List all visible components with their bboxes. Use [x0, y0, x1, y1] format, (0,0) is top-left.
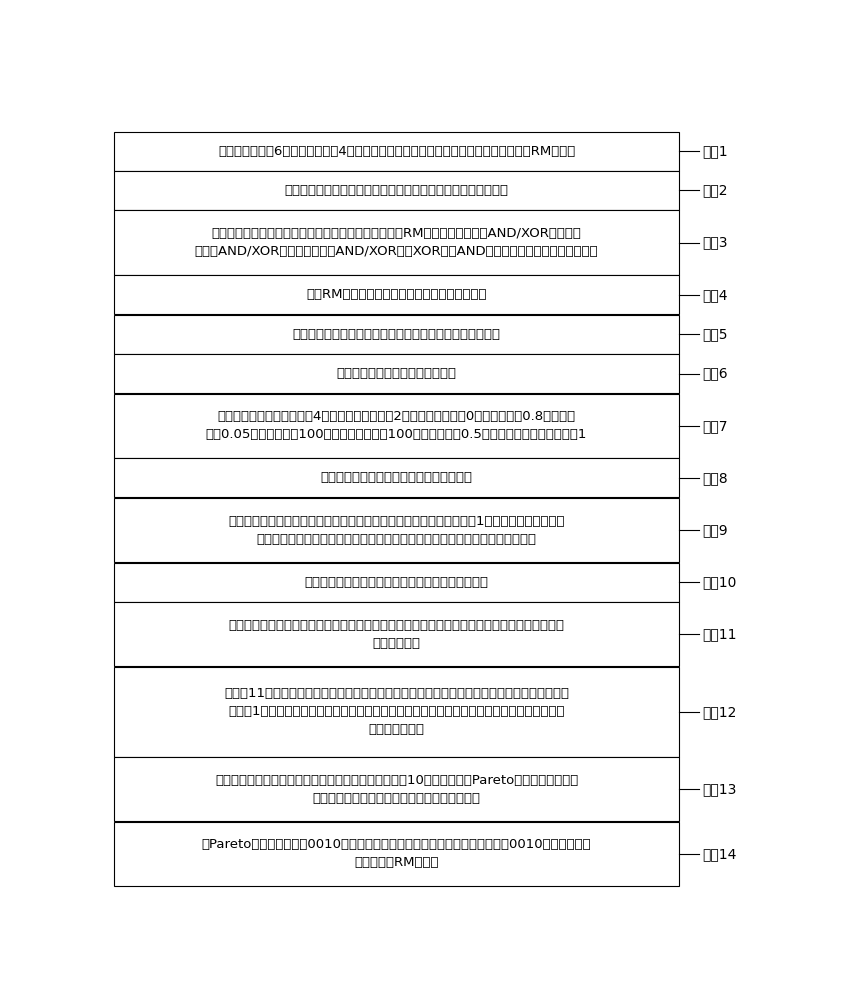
Text: 步骤14: 步骤14 — [702, 847, 737, 861]
Text: 步骤7: 步骤7 — [702, 419, 728, 433]
Bar — [113, 667, 679, 757]
Text: 从Pareto最优解集中选择0010作为最佳无关项取舍，并根据此最佳无关项取舍0010求解与之对应
的完全确定RM表达式: 从Pareto最优解集中选择0010作为最佳无关项取舍，并根据此最佳无关项取舍0… — [201, 838, 591, 869]
Text: 步骤9: 步骤9 — [702, 523, 728, 537]
Bar — [113, 822, 679, 886]
Text: 步骤2: 步骤2 — [702, 183, 728, 197]
Bar — [113, 275, 679, 314]
Bar — [113, 354, 679, 393]
Text: 随机产生初始种群，并对其执行非支配排序: 随机产生初始种群，并对其执行非支配排序 — [321, 471, 473, 484]
Text: 步骤5: 步骤5 — [702, 327, 728, 341]
Text: 步骤1: 步骤1 — [702, 144, 728, 158]
Text: 建立与功耗相关的适应度函数以及与面积相关的适应度函数: 建立与功耗相关的适应度函数以及与面积相关的适应度函数 — [293, 328, 501, 341]
Bar — [113, 132, 679, 171]
Text: 建立RM逻辑电路的功耗目标函数与面积目标函数: 建立RM逻辑电路的功耗目标函数与面积目标函数 — [306, 288, 486, 301]
Bar — [113, 602, 679, 666]
Text: 在此为简便起见，不设置约束条件: 在此为简便起见，不设置约束条件 — [337, 367, 457, 380]
Text: 步骤6: 步骤6 — [702, 367, 728, 381]
Text: 设置二进制编码变量个数为4、适应度函数个数为2、约束条件个数为0、交叉概率为0.8、变异概
率为0.05、种群规模为100、最大进化代数为100、随机种子为0.: 设置二进制编码变量个数为4、适应度函数个数为2、约束条件个数为0、交叉概率为0.… — [206, 410, 587, 441]
Text: 步骤10: 步骤10 — [702, 575, 737, 589]
Text: 计算非支配层中每个个体的拥挤度，并根据非支配关系以及个体的拥挤度来选择合适的个体组成
新的父代种群: 计算非支配层中每个个体的拥挤度，并根据非支配关系以及个体的拥挤度来选择合适的个体… — [228, 619, 564, 650]
Text: 采用考虑时间相关性的功耗估计模型作为功耗模型；将RM逻辑电路中多输入AND/XOR门分解为
两输入AND/XOR门，并将两输入AND/XOR门中XOR门与AND: 采用考虑时间相关性的功耗估计模型作为功耗模型；将RM逻辑电路中多输入AND/XO… — [195, 227, 598, 258]
Bar — [113, 210, 679, 275]
Bar — [113, 563, 679, 602]
Text: 步骤12: 步骤12 — [702, 705, 737, 719]
Bar — [113, 315, 679, 354]
Text: 利用列表技术将6输入变量并具有4个无关项的布尔逻辑函数转换为零极性的不完全确定RM表达式: 利用列表技术将6输入变量并具有4个无关项的布尔逻辑函数转换为零极性的不完全确定R… — [218, 145, 575, 158]
Bar — [113, 757, 679, 821]
Text: 步骤8: 步骤8 — [702, 471, 728, 485]
Bar — [113, 171, 679, 210]
Text: 将父代种群与子代种群合并，并进行快速非支配排序: 将父代种群与子代种群合并，并进行快速非支配排序 — [305, 576, 488, 589]
Bar — [113, 458, 679, 497]
Text: 步骤11: 步骤11 — [702, 627, 737, 641]
Bar — [113, 498, 679, 562]
Bar — [113, 394, 679, 458]
Text: 执行选择、交叉和变异操作，产生子代种群，并对当前进化代数执行加1操作；其中，选择操作
采用二元锦标赛选择，交叉操作采用模拟二进制交叉，变异操作采用二进制变异: 执行选择、交叉和变异操作，产生子代种群，并对当前进化代数执行加1操作；其中，选择… — [228, 515, 565, 546]
Text: 将此不完全确定逻辑函数的无关项取舍的二进制数编码为染色体: 将此不完全确定逻辑函数的无关项取舍的二进制数编码为染色体 — [284, 184, 508, 197]
Text: 若当前进化代数小于或等于最大进化代数，则返回步骤10；否则，输出Pareto最优解集，即同时
具有较好功耗与面积性能的一组最佳无关项取舍: 若当前进化代数小于或等于最大进化代数，则返回步骤10；否则，输出Pareto最优… — [215, 774, 578, 805]
Text: 步骤4: 步骤4 — [702, 288, 728, 302]
Text: 步骤13: 步骤13 — [702, 782, 737, 796]
Text: 对步骤11所述新的父代种群执行选择、交叉和变异操作，生成新的子代种群，并对当前进化代数
执行加1操作；其中，选择操作采用二元锦标赛选择，交叉操作采用模拟二进制交: 对步骤11所述新的父代种群执行选择、交叉和变异操作，生成新的子代种群，并对当前进… — [224, 687, 569, 736]
Text: 步骤3: 步骤3 — [702, 236, 728, 250]
